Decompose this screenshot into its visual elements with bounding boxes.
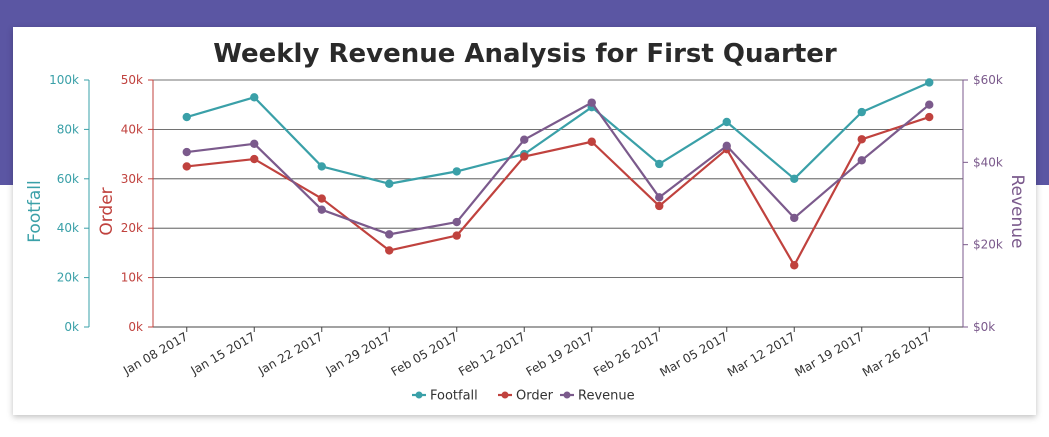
- tick-label: 30k: [121, 172, 143, 186]
- footfall-point[interactable]: [182, 112, 191, 122]
- tick-label: 100k: [49, 73, 79, 87]
- x-tick-label: Mar 26 2017: [860, 329, 933, 379]
- tick-label: $40k: [973, 155, 1003, 169]
- series-lines: [182, 78, 934, 270]
- gridlines: [153, 79, 963, 328]
- revenue-point[interactable]: [182, 147, 191, 157]
- legend-item-order[interactable]: Order: [498, 389, 554, 404]
- order-point[interactable]: [385, 246, 394, 255]
- legend-label: Order: [516, 389, 554, 404]
- order-axis-title: Order: [97, 187, 117, 235]
- tick-label: 20k: [57, 271, 79, 285]
- tick-label: 80k: [57, 122, 79, 136]
- order-point[interactable]: [857, 135, 866, 144]
- footfall-point[interactable]: [317, 162, 326, 171]
- order-point[interactable]: [250, 154, 259, 164]
- series-revenue: [182, 98, 934, 239]
- tick-label: 10k: [121, 271, 143, 285]
- revenue-point[interactable]: [790, 213, 799, 223]
- tick-label: 0k: [128, 320, 143, 334]
- legend[interactable]: Footfall Order Revenue: [412, 389, 635, 404]
- x-tick-label: Mar 12 2017: [725, 329, 798, 379]
- tick-label: $0k: [973, 320, 995, 334]
- x-tick-label: Jan 15 2017: [188, 329, 258, 378]
- tick-label: 40k: [121, 122, 143, 136]
- revenue-point[interactable]: [587, 98, 596, 107]
- order-point[interactable]: [790, 261, 799, 270]
- revenue-point[interactable]: [520, 135, 529, 144]
- revenue-point[interactable]: [385, 230, 394, 239]
- revenue-point[interactable]: [925, 100, 934, 109]
- order-point[interactable]: [925, 112, 934, 122]
- x-tick-label: Feb 19 2017: [524, 329, 596, 378]
- order-point[interactable]: [182, 162, 191, 171]
- footfall-line: [186, 81, 930, 185]
- footfall-point[interactable]: [925, 78, 934, 87]
- footfall-point[interactable]: [655, 159, 664, 169]
- footfall-point[interactable]: [452, 167, 461, 176]
- footfall-axis: 0k 20k 40k 60k 80k 100k Footfall: [25, 73, 90, 334]
- revenue-point[interactable]: [655, 193, 664, 202]
- legend-item-footfall[interactable]: Footfall: [412, 389, 478, 404]
- order-point[interactable]: [587, 137, 596, 146]
- revenue-axis: $0k $20k $40k $60k Revenue: [962, 73, 1027, 334]
- x-tick-label: Feb 05 2017: [389, 329, 461, 378]
- tick-label: 0k: [64, 320, 79, 334]
- series-order: [182, 112, 934, 270]
- tick-label: $20k: [973, 238, 1003, 252]
- x-tick-label: Feb 26 2017: [591, 329, 663, 378]
- x-tick-label: Mar 05 2017: [657, 329, 730, 379]
- order-point[interactable]: [317, 194, 326, 203]
- order-point[interactable]: [452, 231, 461, 240]
- tick-label: 40k: [57, 221, 79, 235]
- order-axis: 0k 10k 20k 30k 40k 50k Order: [97, 73, 154, 334]
- revenue-point[interactable]: [317, 205, 326, 214]
- x-tick-label: Jan 29 2017: [323, 329, 393, 378]
- tick-label: 60k: [57, 172, 79, 186]
- legend-marker: [563, 391, 571, 399]
- x-tick-label: Feb 12 2017: [456, 329, 528, 378]
- legend-marker: [415, 391, 423, 399]
- footfall-point[interactable]: [790, 174, 799, 183]
- revenue-point[interactable]: [452, 217, 461, 227]
- tick-label: 20k: [121, 221, 143, 235]
- revenue-axis-title: Revenue: [1007, 174, 1027, 248]
- footfall-axis-title: Footfall: [25, 180, 45, 243]
- x-tick-label: Jan 22 2017: [255, 329, 325, 378]
- axes: 0k 20k 40k 60k 80k 100k Footfall 0k 10k 20k 30k 40k…: [25, 73, 1027, 334]
- x-tick-label: Mar 19 2017: [792, 329, 865, 379]
- chart-card: [13, 27, 1036, 415]
- legend-item-revenue[interactable]: Revenue: [560, 389, 635, 404]
- footfall-point[interactable]: [722, 117, 731, 127]
- order-point[interactable]: [520, 152, 529, 161]
- legend-marker: [501, 391, 509, 399]
- legend-label: Footfall: [430, 389, 478, 404]
- revenue-point[interactable]: [250, 139, 259, 149]
- revenue-point[interactable]: [857, 156, 866, 165]
- order-point[interactable]: [655, 201, 664, 211]
- footfall-point[interactable]: [385, 179, 394, 188]
- revenue-point[interactable]: [722, 141, 731, 151]
- chart-title: Weekly Revenue Analysis for First Quarte…: [213, 39, 837, 69]
- tick-label: $60k: [973, 73, 1003, 87]
- legend-label: Revenue: [578, 389, 635, 404]
- footfall-point[interactable]: [857, 107, 866, 117]
- revenue-line: [186, 101, 930, 236]
- tick-label: 50k: [121, 73, 143, 87]
- x-tick-label: Jan 08 2017: [120, 329, 190, 378]
- footfall-point[interactable]: [250, 93, 259, 102]
- series-footfall: [182, 78, 934, 188]
- order-line: [186, 116, 930, 267]
